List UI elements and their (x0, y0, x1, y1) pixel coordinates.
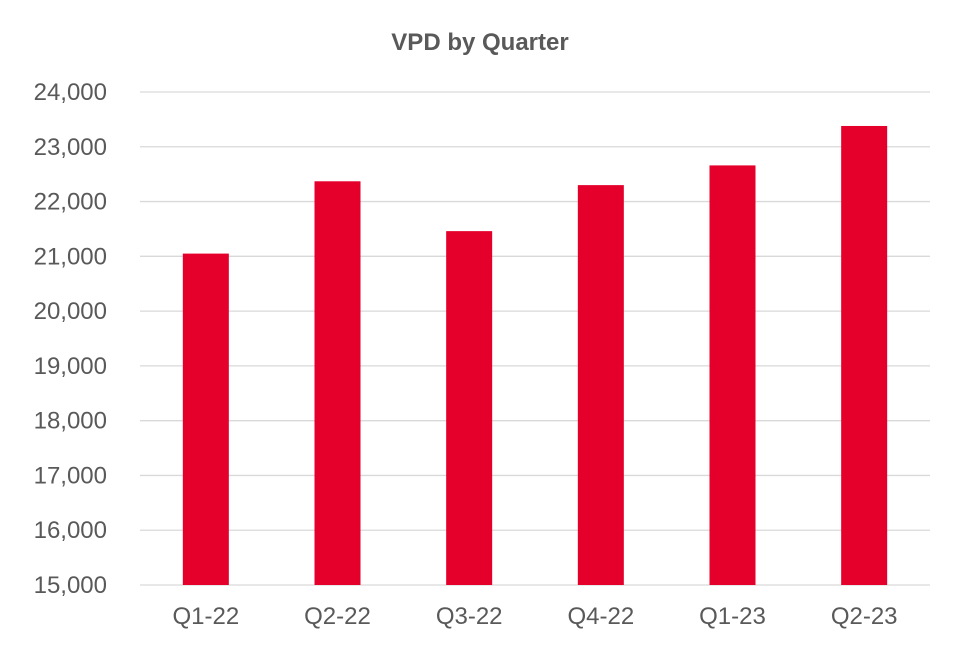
y-tick-label: 20,000 (34, 298, 107, 325)
gridlines (140, 91, 930, 586)
bar-q2-22 (314, 181, 361, 585)
y-tick-label: 23,000 (34, 134, 107, 161)
y-axis-tick-labels: 15,000 16,000 17,000 18,000 19,000 20,000 21,0… (34, 79, 107, 599)
y-tick-label: 22,000 (34, 189, 107, 216)
bar-q1-23 (709, 165, 756, 585)
y-tick-label: 18,000 (34, 408, 107, 435)
y-tick-label: 24,000 (34, 79, 107, 106)
y-tick-label: 15,000 (34, 572, 107, 599)
bar-q4-22 (577, 185, 624, 585)
x-tick-label: Q2-23 (831, 603, 898, 630)
x-tick-label: Q1-22 (172, 603, 239, 630)
x-tick-label: Q3-22 (436, 603, 503, 630)
bars (182, 125, 888, 585)
x-tick-label: Q1-23 (699, 603, 766, 630)
x-tick-label: Q4-22 (567, 603, 634, 630)
y-tick-label: 16,000 (34, 517, 107, 544)
y-tick-label: 17,000 (34, 462, 107, 489)
y-tick-label: 21,000 (34, 243, 107, 270)
x-tick-label: Q2-22 (304, 603, 371, 630)
bar-q2-23 (841, 125, 888, 585)
y-tick-label: 19,000 (34, 353, 107, 380)
bar-q1-22 (182, 253, 229, 585)
chart-title: VPD by Quarter (391, 29, 568, 56)
bar-q3-22 (446, 231, 493, 585)
x-axis-tick-labels: Q1-22 Q2-22 Q3-22 Q4-22 Q1-23 Q2-23 (172, 603, 897, 630)
